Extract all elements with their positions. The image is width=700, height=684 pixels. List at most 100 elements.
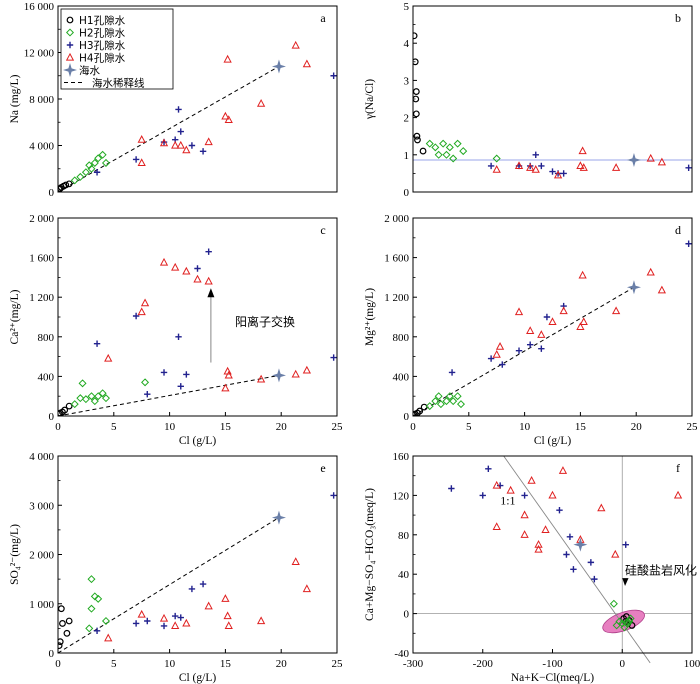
point-a-plus-8 (330, 72, 337, 79)
ytick-label-b: 3 (404, 75, 410, 87)
ytick-label-e: 3 000 (29, 500, 54, 512)
xtick-label-e: 10 (164, 658, 176, 670)
point-b-diamond-3 (439, 139, 448, 148)
point-e-triangle-5 (204, 601, 213, 610)
point-b-diamond-1 (431, 143, 440, 152)
point-f-triangle-14 (673, 490, 683, 499)
ytick-label-f: 120 (393, 490, 410, 502)
point-e-triangle-4 (182, 618, 191, 627)
legend-item-label: H3孔隙水 (79, 39, 126, 52)
point-c-triangle-7 (204, 276, 213, 285)
point-a-plus-5 (199, 148, 207, 155)
chart-panels: 0 4 000 8 000 12 000 16 000 Na (mg/L) a 0 1 2 3 4 5 γ… (9, 1, 700, 684)
ytick-label-a: 12 000 (24, 48, 55, 60)
point-c-triangle-5 (182, 266, 191, 275)
panel-b: 0 1 2 3 4 5 γ(Na/Cl) b (364, 1, 693, 199)
point-d-plus-0 (448, 369, 456, 376)
point-b-diamond-9 (492, 154, 501, 163)
point-b-circle-7 (419, 147, 427, 155)
point-a-triangle-8 (223, 54, 232, 63)
point-c-triangle-0 (104, 353, 113, 362)
points-a (58, 40, 337, 192)
point-c-diamond-4 (87, 392, 96, 401)
point-a-triangle-7 (221, 111, 230, 120)
point-b-triangle-0 (492, 165, 501, 173)
point-a-triangle-5 (182, 145, 191, 154)
point-d-diamond-3 (436, 400, 445, 409)
ytick-label-e: 4 000 (29, 451, 54, 463)
point-d-triangle-6 (559, 306, 568, 315)
point-a-triangle-6 (204, 137, 213, 146)
xtick-label-c: 0 (55, 421, 61, 433)
point-b-diamond-7 (453, 139, 462, 148)
point-d-diamond-5 (445, 392, 454, 401)
point-a-diamond-6 (98, 150, 107, 159)
points-b (413, 32, 692, 179)
point-c-star-0 (271, 368, 286, 383)
point-f-plus-2 (485, 465, 492, 473)
point-f-triangle-0 (492, 480, 501, 489)
point-e-plus-4 (171, 612, 179, 620)
point-c-plus-6 (183, 371, 190, 378)
point-c-triangle-10 (224, 370, 233, 379)
point-a-plus-1 (132, 156, 140, 163)
point-f-plus-9 (587, 559, 595, 566)
point-c-plus-3 (160, 369, 168, 376)
ytick-label-e: 2 000 (29, 550, 54, 562)
point-f-diamond-8 (623, 619, 632, 628)
point-f-triangle-3 (492, 522, 501, 531)
reference-line-c-0 (57, 374, 280, 417)
point-f-triangle-9 (541, 525, 550, 533)
point-d-plus-3 (515, 347, 523, 354)
point-c-triangle-6 (193, 274, 202, 283)
point-b-plus-5 (549, 168, 556, 175)
point-d-triangle-5 (548, 317, 557, 326)
point-e-plus-1 (132, 620, 140, 627)
point-e-triangle-7 (223, 611, 232, 620)
point-f-star-0 (573, 537, 588, 552)
xtick-label-f: -300 (403, 658, 424, 670)
point-e-plus-0 (93, 627, 101, 635)
point-d-diamond-4 (442, 397, 451, 406)
plot-frame-f (412, 455, 693, 654)
point-f-triangle-13 (534, 544, 543, 553)
point-d-triangle-3 (526, 326, 535, 334)
xtick-label-e: 0 (55, 658, 61, 670)
point-d-triangle-12 (657, 285, 667, 294)
point-d-plus-4 (526, 341, 534, 348)
y-axis-label-c: Ca²⁺(mg/L) (9, 289, 21, 344)
point-e-triangle-0 (104, 633, 113, 642)
point-d-diamond-1 (431, 397, 440, 406)
xtick-label-e: 15 (220, 658, 232, 670)
points-f (448, 465, 683, 632)
point-a-diamond-2 (81, 168, 90, 177)
point-a-diamond-5 (94, 154, 103, 163)
ytick-label-a: 16 000 (24, 1, 55, 13)
xtick-label-e: 25 (332, 658, 344, 670)
ytick-label-d: 800 (393, 332, 410, 344)
ytick-label-e: 1 000 (29, 599, 54, 611)
ytick-label-c: 1 200 (29, 292, 54, 304)
point-d-circle-3 (416, 407, 424, 415)
point-e-plus-8 (330, 492, 337, 499)
point-d-diamond-6 (449, 397, 458, 406)
point-e-triangle-10 (291, 557, 300, 565)
point-d-star-0 (626, 280, 641, 295)
reference-line-a-0 (57, 66, 280, 193)
plot-frame-c (57, 217, 338, 417)
point-d-triangle-1 (495, 342, 505, 350)
points-c (58, 248, 337, 416)
point-a-triangle-4 (176, 140, 185, 149)
point-f-triangle-1 (506, 485, 515, 494)
annotation-silicate-weathering: 硅酸盐岩风化 (625, 562, 697, 577)
point-d-diamond-2 (434, 392, 443, 401)
xtick-label-c: 5 (111, 421, 117, 433)
point-a-plus-4 (188, 142, 196, 149)
y-axis-label-b: γ(Na/Cl) (364, 79, 376, 120)
panel-e: 0 1 000 2 000 3 000 4 000 0 5 10 15 20 25 Cl (g/L) S… (9, 451, 343, 684)
point-d-plus-6 (543, 313, 551, 321)
point-c-plus-0 (93, 340, 101, 347)
ytick-label-f: 160 (393, 451, 410, 463)
xtick-label-c: 10 (164, 421, 176, 433)
point-e-circle-5 (65, 617, 73, 625)
